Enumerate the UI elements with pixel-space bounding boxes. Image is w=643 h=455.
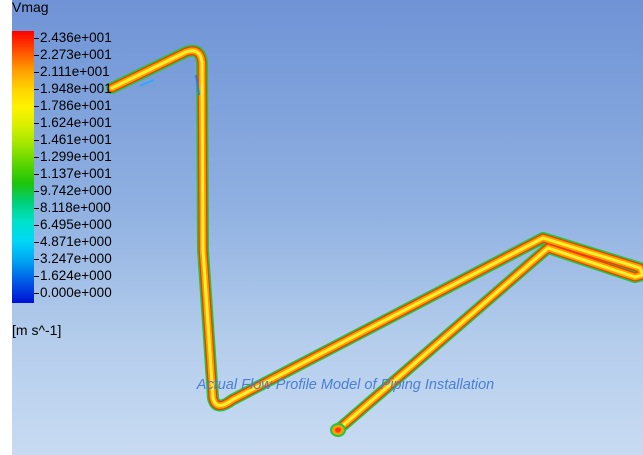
legend-tick <box>34 157 39 158</box>
legend-tick <box>34 55 39 56</box>
legend-label: 1.624e+000 <box>40 268 112 283</box>
legend-tick <box>34 123 39 124</box>
legend-tick <box>34 140 39 141</box>
low-velocity-patch <box>195 74 200 96</box>
legend-label: 3.247e+000 <box>40 251 112 266</box>
legend-label: 2.111e+001 <box>40 64 110 79</box>
legend-label: 2.436e+001 <box>40 30 112 45</box>
legend-label: 2.273e+001 <box>40 47 112 62</box>
pipe-core-layer <box>110 49 643 430</box>
legend-label: 1.461e+001 <box>40 132 112 147</box>
legend-tick <box>34 293 39 294</box>
legend-label: 1.299e+001 <box>40 149 112 164</box>
legend-label: 9.742e+000 <box>40 183 112 198</box>
legend-label: 1.786e+001 <box>40 98 112 113</box>
legend-ticks <box>34 31 42 303</box>
legend-label: 0.000e+000 <box>40 285 112 300</box>
legend-title: Vmag <box>12 0 49 15</box>
left-margin <box>0 0 12 455</box>
pipe-outer-layer <box>106 44 643 434</box>
legend-label: 1.624e+001 <box>40 115 112 130</box>
legend-tick <box>34 208 39 209</box>
figure-caption: Actual Flow Profile Model of Piping Inst… <box>196 377 495 393</box>
legend-tick <box>34 259 39 260</box>
legend-tick <box>34 106 39 107</box>
pipe-outlet-inner <box>335 427 341 433</box>
legend-units: [m s^-1] <box>12 322 62 338</box>
legend-label: 6.495e+000 <box>40 217 112 232</box>
legend-colorbar <box>12 31 34 303</box>
legend-tick <box>34 242 39 243</box>
legend-label: 4.871e+000 <box>40 234 112 249</box>
legend-tick <box>34 191 39 192</box>
legend-tick <box>34 174 39 175</box>
legend-tick <box>34 276 39 277</box>
low-velocity-patch <box>139 79 155 87</box>
legend-tick <box>34 225 39 226</box>
legend-tick <box>34 89 39 90</box>
legend-tick <box>34 72 39 73</box>
legend-label: 1.948e+001 <box>40 81 112 96</box>
legend-tick <box>34 38 39 39</box>
legend-label: 8.118e+000 <box>40 200 111 215</box>
legend-label: 1.137e+001 <box>40 166 112 181</box>
